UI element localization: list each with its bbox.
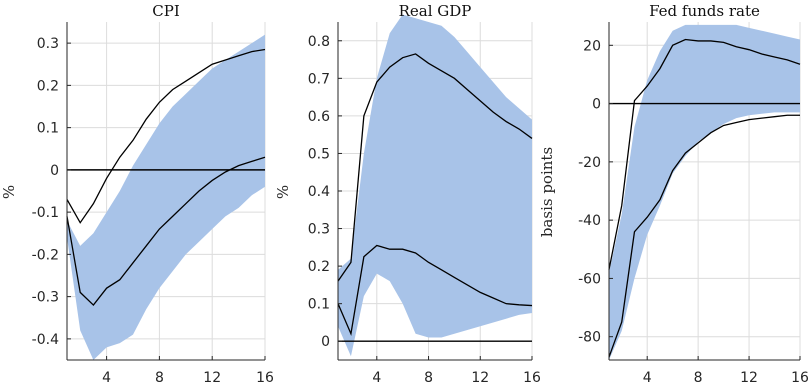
x-tick-label-1: 4 bbox=[102, 370, 111, 386]
chart-panel-1: 4 8 12 16 -0.4 -0.3 -0.2 -0.1 0 0.1 0.2 0.3 CPI% bbox=[0, 2, 274, 386]
y-tick-label-1: -80 bbox=[578, 330, 601, 346]
y-tick-label-4: 0.3 bbox=[308, 222, 330, 238]
y-tick-label-8: 0.3 bbox=[37, 36, 59, 52]
series-line-1 bbox=[337, 53, 533, 282]
x-tick-label-2: 8 bbox=[424, 370, 433, 386]
y-tick-label-3: -0.2 bbox=[32, 247, 59, 263]
y-tick-label-6: 0.1 bbox=[37, 121, 59, 137]
y-tick-label-3: -40 bbox=[578, 213, 601, 229]
x-tick-label-4: 16 bbox=[791, 370, 809, 386]
y-tick-label-5: 0.4 bbox=[308, 184, 330, 200]
x-tick-label-3: 12 bbox=[203, 370, 221, 386]
x-tick-label-3: 12 bbox=[740, 370, 758, 386]
y-tick-label-8: 0.7 bbox=[308, 71, 330, 87]
y-axis-label: basis points bbox=[538, 147, 556, 237]
y-tick-label-1: -0.4 bbox=[32, 332, 59, 348]
chart-title: Real GDP bbox=[399, 2, 472, 20]
x-tick-label-4: 16 bbox=[256, 370, 274, 386]
y-tick-label-4: -0.1 bbox=[32, 205, 59, 221]
y-tick-label-5: 0 bbox=[50, 163, 59, 179]
y-tick-label-4: -20 bbox=[578, 155, 601, 171]
x-tick-label-4: 16 bbox=[523, 370, 541, 386]
x-tick-label-3: 12 bbox=[471, 370, 489, 386]
series-line-1 bbox=[608, 38, 801, 270]
chart-title: CPI bbox=[152, 2, 180, 20]
y-tick-label-5: 0 bbox=[592, 97, 601, 113]
y-tick-label-7: 0.2 bbox=[37, 78, 59, 94]
series-line-2 bbox=[608, 114, 800, 358]
x-tick-label-2: 8 bbox=[155, 370, 164, 386]
confidence-band bbox=[609, 24, 800, 361]
y-tick-label-9: 0.8 bbox=[308, 34, 330, 50]
series-line-2 bbox=[337, 244, 533, 336]
y-axis-label: % bbox=[274, 185, 292, 199]
x-tick-label-1: 4 bbox=[643, 370, 652, 386]
y-tick-label-3: 0.2 bbox=[308, 259, 330, 275]
x-tick-label-1: 4 bbox=[372, 370, 381, 386]
series-line-1 bbox=[66, 48, 266, 224]
y-tick-label-2: 0.1 bbox=[308, 297, 330, 313]
y-tick-label-2: -0.3 bbox=[32, 290, 59, 306]
y-tick-label-1: 0 bbox=[321, 334, 330, 350]
confidence-band bbox=[338, 14, 532, 357]
series-line-2 bbox=[66, 156, 266, 307]
y-tick-label-6: 0.5 bbox=[308, 146, 330, 162]
y-axis-label: % bbox=[0, 185, 18, 199]
y-tick-label-7: 0.6 bbox=[308, 109, 330, 125]
x-tick-label-2: 8 bbox=[694, 370, 703, 386]
y-tick-label-6: 20 bbox=[583, 38, 601, 54]
confidence-band bbox=[67, 34, 265, 361]
chart-panel-3: 4 8 12 16 -80 -60 -40 -20 0 20 Fed funds rate basis… bbox=[538, 2, 809, 386]
chart-panel-2: 4 8 12 16 0 0.1 0.2 0.3 0.4 0.5 0.6 0.7 0.8 Real GDP% bbox=[274, 2, 541, 386]
chart-title: Fed funds rate bbox=[649, 2, 760, 20]
y-tick-label-2: -60 bbox=[578, 271, 601, 287]
